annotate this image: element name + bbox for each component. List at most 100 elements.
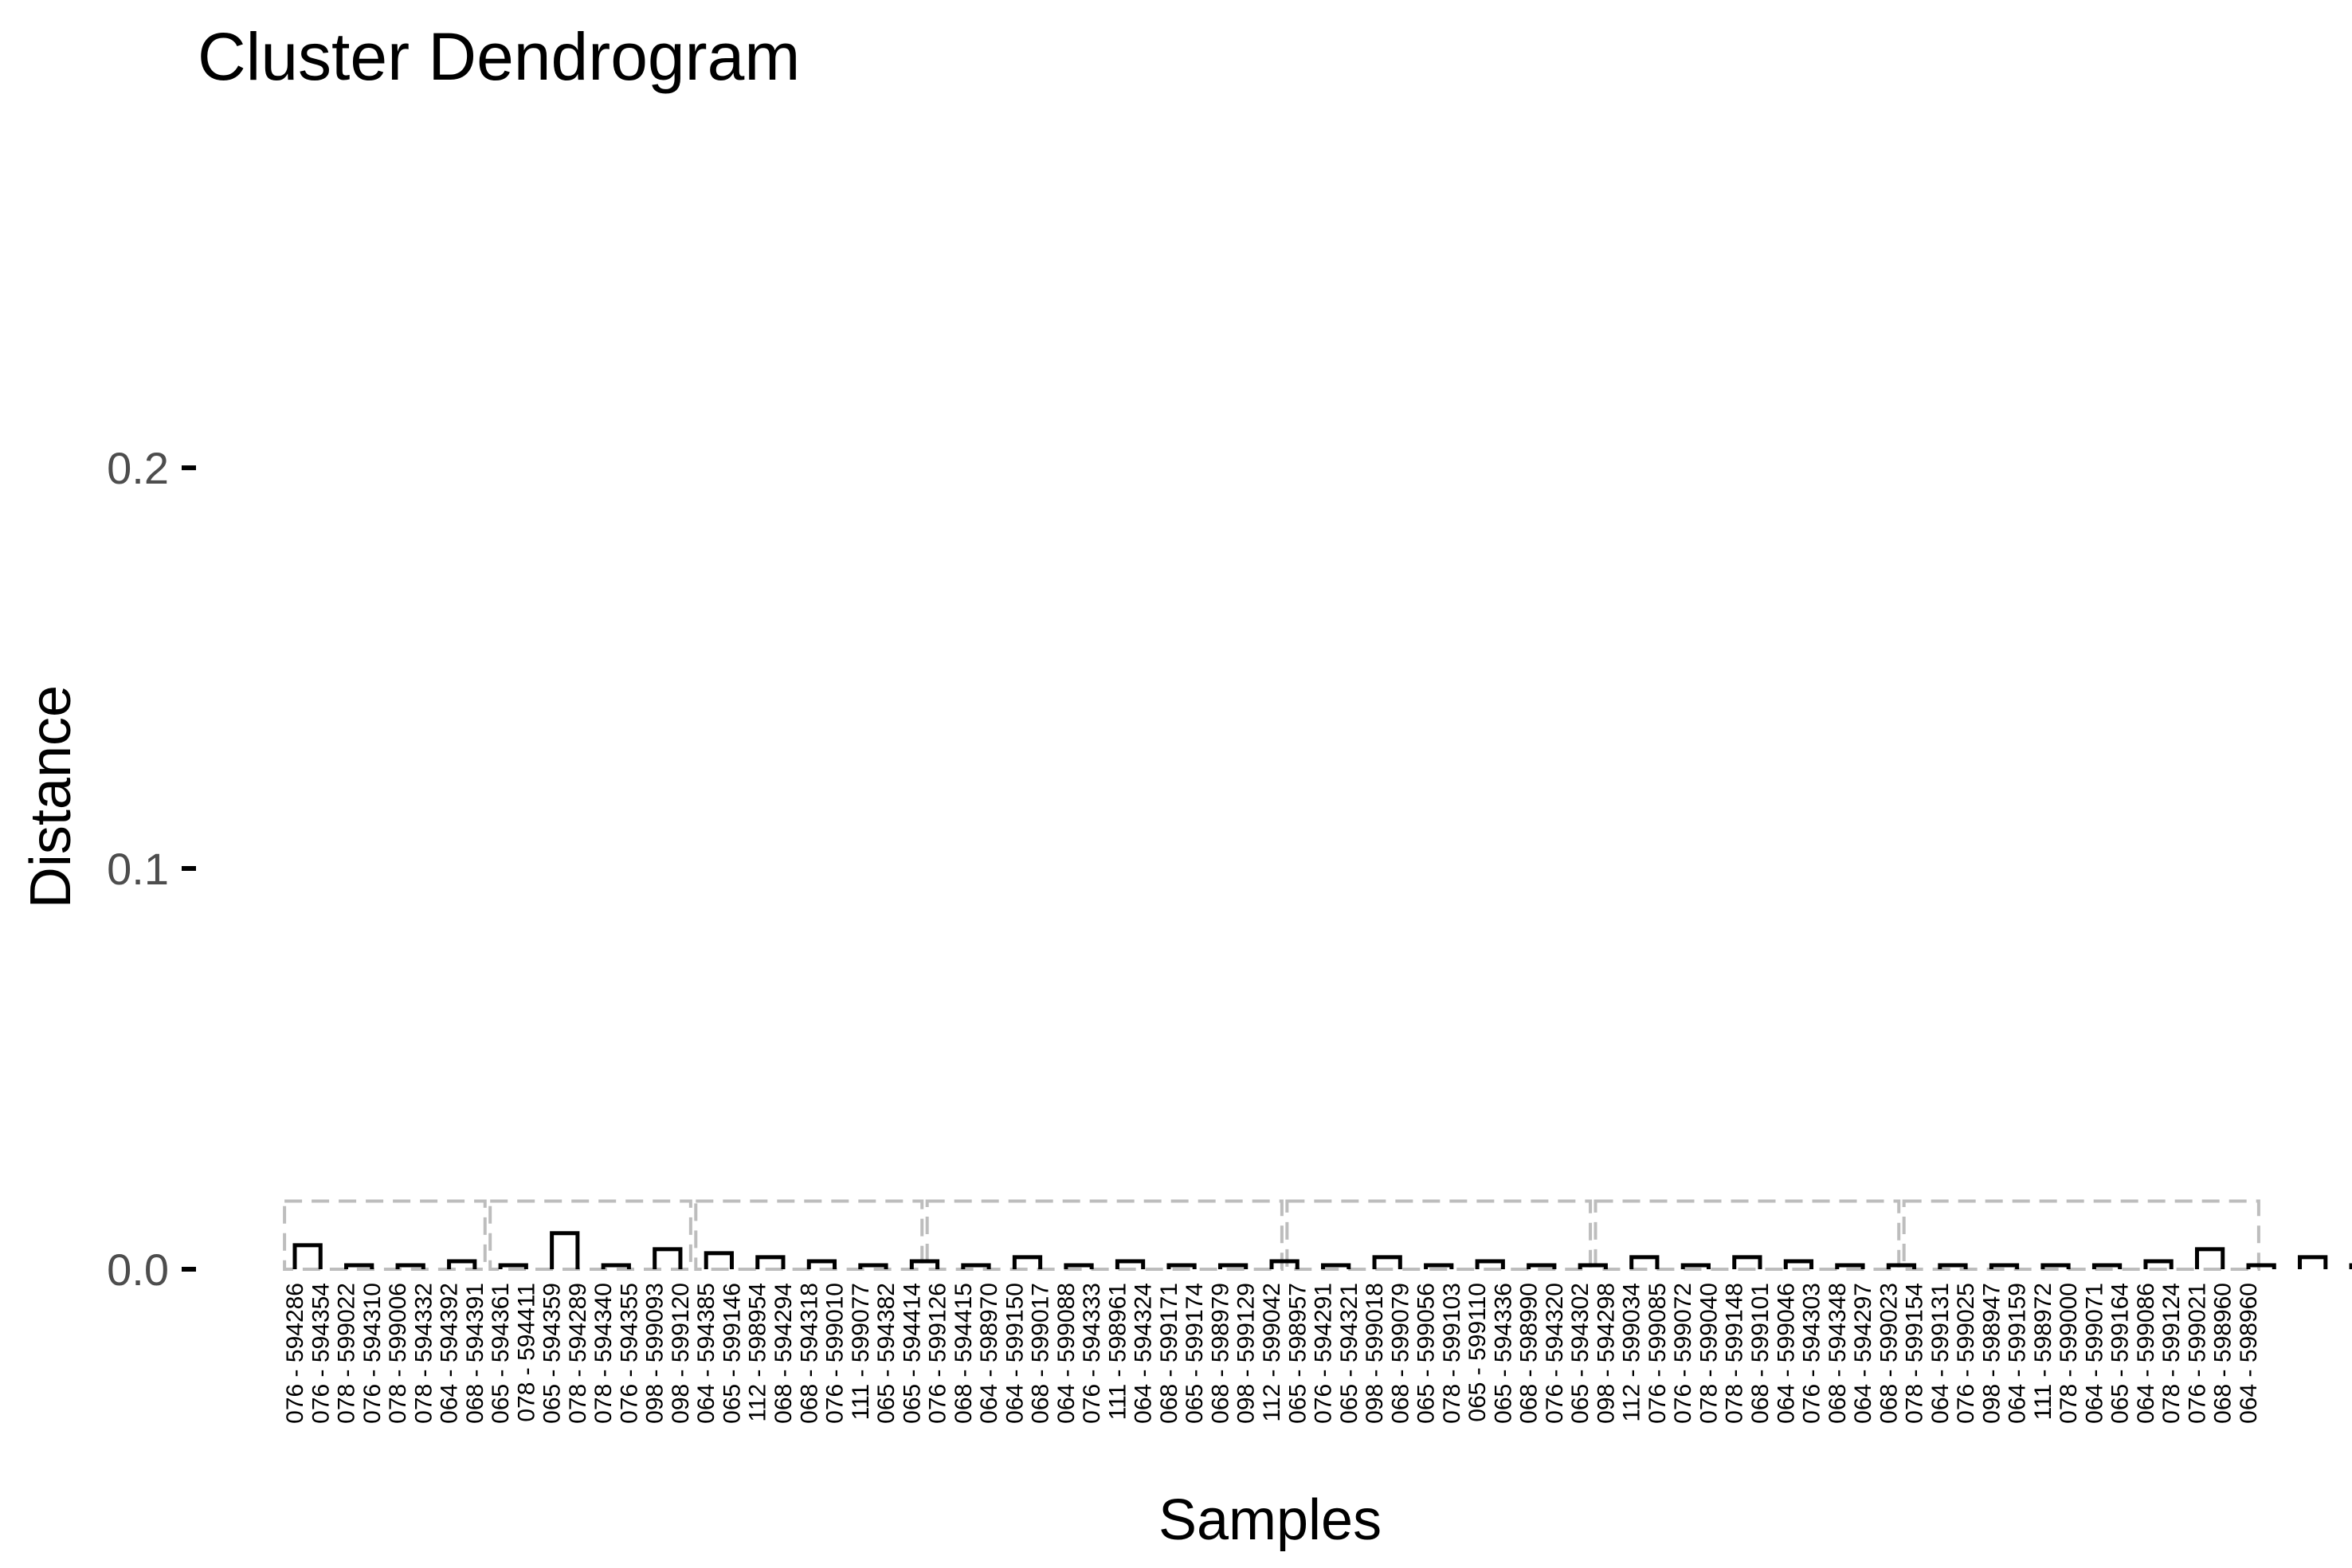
dendrogram-branch [1527, 1263, 1557, 1269]
leaf-label: 098 - 594298 [1593, 1283, 1619, 1424]
leaf-label: 098 - 599120 [668, 1283, 694, 1424]
dendrogram-branch [1680, 1263, 1711, 1269]
leaf-label: 076 - 594354 [308, 1283, 334, 1424]
leaf-label: 064 - 599159 [2005, 1283, 2031, 1424]
leaf-label: 065 - 599110 [1464, 1283, 1491, 1422]
leaf-label: 076 - 594286 [282, 1283, 308, 1424]
leaf-label: 098 - 598947 [1978, 1283, 2005, 1424]
leaf-label: 065 - 594359 [539, 1283, 566, 1424]
y-tick-label: 0.1 [107, 844, 169, 894]
dendrogram-branch [909, 1259, 940, 1269]
leaf-label: 064 - 599131 [1927, 1283, 1954, 1424]
dendrogram-branch [1629, 1255, 1660, 1269]
dendrogram-branch [1217, 1263, 1249, 1269]
dendrogram-branch [755, 1255, 786, 1269]
leaf-label: 078 - 594289 [565, 1283, 591, 1424]
leaf-label: 076 - 594320 [1542, 1283, 1568, 1424]
leaf-label: 078 - 599154 [1902, 1283, 1928, 1424]
y-tick-label: 0.0 [107, 1245, 169, 1295]
leaf-label: 078 - 594340 [590, 1283, 617, 1424]
leaf-label: 065 - 594361 [488, 1283, 514, 1424]
leaf-label: 076 - 599021 [2184, 1283, 2210, 1424]
leaf-label: 076 - 594355 [616, 1283, 642, 1424]
dendrogram-branch [498, 1263, 528, 1269]
dendrogram-branch [653, 1247, 683, 1269]
leaf-label: 098 - 599129 [1233, 1283, 1260, 1424]
dendrogram-branch [2349, 1263, 2352, 1269]
cluster-rects [283, 1199, 2260, 1272]
leaf-label: 111 - 599077 [848, 1283, 874, 1420]
leaf-label: 068 - 599079 [1387, 1283, 1413, 1424]
leaf-label: 098 - 599093 [642, 1283, 668, 1424]
leaf-label: 068 - 598979 [1207, 1283, 1233, 1424]
leaf-label: 068 - 594415 [951, 1283, 977, 1424]
dendrogram-branches [292, 1231, 2352, 1269]
dendrogram-branch [1424, 1263, 1454, 1269]
dendrogram-branch [858, 1263, 888, 1269]
dendrogram-branch [2040, 1263, 2071, 1269]
leaf-label: 076 - 594333 [1079, 1283, 1105, 1424]
y-axis-title: Distance [19, 685, 83, 908]
y-tick-label: 0.2 [107, 443, 169, 493]
dendrogram-branch [550, 1231, 580, 1269]
cluster-rect [1593, 1199, 1901, 1272]
dendrogram-branch [344, 1263, 374, 1269]
dendrogram-branch [2298, 1255, 2328, 1269]
leaf-label: 068 - 599017 [1028, 1283, 1054, 1424]
leaf-label: 068 - 594348 [1825, 1283, 1851, 1424]
leaf-label: 112 - 599042 [1259, 1283, 1285, 1422]
leaf-label: 068 - 594294 [770, 1283, 797, 1424]
leaf-label: 076 - 594303 [1799, 1283, 1825, 1424]
leaf-label: 064 - 599150 [1002, 1283, 1028, 1424]
leaf-label: 064 - 598970 [976, 1283, 1002, 1424]
leaf-label: 065 - 594382 [873, 1283, 900, 1424]
leaf-label: 064 - 599088 [1053, 1283, 1080, 1424]
leaf-label: 068 - 598960 [2210, 1283, 2236, 1424]
leaf-label: 078 - 599006 [385, 1283, 411, 1424]
dendrogram-branch [806, 1259, 837, 1269]
leaf-label: 065 - 594414 [899, 1283, 925, 1424]
leaf-label: 068 - 594318 [796, 1283, 822, 1424]
leaf-label: 068 - 599101 [1747, 1283, 1774, 1424]
leaf-label: 076 - 599085 [1644, 1283, 1671, 1424]
dendrogram-branch [447, 1259, 477, 1269]
leaf-label: 078 - 594411 [513, 1283, 539, 1422]
leaf-label: 068 - 598990 [1516, 1283, 1543, 1424]
leaf-label: 065 - 594321 [1336, 1283, 1362, 1424]
leaf-label: 078 - 599124 [2158, 1283, 2185, 1424]
leaf-label: 064 - 599046 [1773, 1283, 1799, 1424]
chart-title: Cluster Dendrogram [198, 19, 800, 94]
leaf-label: 078 - 599103 [1439, 1283, 1465, 1424]
leaf-label: 065 - 594302 [1567, 1283, 1593, 1424]
leaf-label: 068 - 599023 [1876, 1283, 1902, 1424]
dendrogram-branch [1372, 1255, 1402, 1269]
leaf-label: 112 - 599034 [1619, 1283, 1645, 1422]
dendrogram-branch [1269, 1259, 1299, 1269]
dendrogram-branch [2194, 1247, 2225, 1269]
dendrogram-branch [1064, 1263, 1094, 1269]
dendrogram-branch [1783, 1259, 1814, 1269]
dendrogram-branch [1166, 1263, 1197, 1269]
leaf-label: 076 - 594291 [1311, 1283, 1337, 1424]
leaf-label: 064 - 594392 [437, 1283, 463, 1424]
leaf-label: 064 - 594297 [1850, 1283, 1876, 1424]
dendrogram-branch [1012, 1255, 1043, 1269]
dendrogram-branch [961, 1263, 991, 1269]
leaf-label: 111 - 598972 [2030, 1283, 2056, 1420]
cluster-rect [925, 1199, 1284, 1272]
leaf-label: 078 - 599000 [2056, 1283, 2082, 1424]
leaf-label: 078 - 599022 [334, 1283, 360, 1424]
leaf-label: 112 - 598954 [745, 1283, 771, 1422]
leaf-label: 065 - 598957 [1284, 1283, 1311, 1424]
dendrogram-branch [1321, 1263, 1351, 1269]
dendrogram-branch [1732, 1255, 1762, 1269]
dendrogram-branch [1475, 1259, 1505, 1269]
dendrogram-branch [1938, 1263, 1968, 1269]
leaf-label: 078 - 594332 [410, 1283, 437, 1424]
dendrogram-branch [1115, 1259, 1146, 1269]
leaf-label: 064 - 594324 [1131, 1283, 1157, 1424]
cluster-rect [1285, 1199, 1593, 1272]
dendrogram-branch [292, 1243, 323, 1269]
cluster-rect [1902, 1199, 2260, 1272]
